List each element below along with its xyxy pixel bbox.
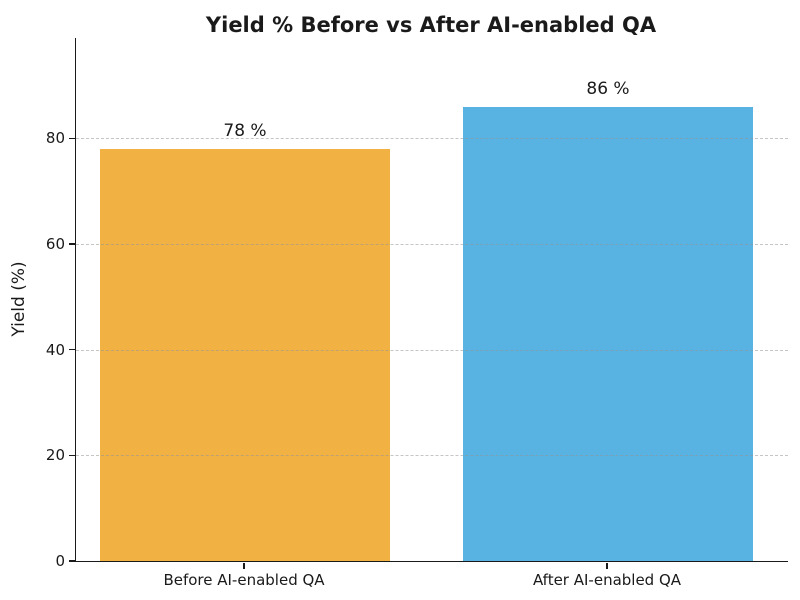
y-tick-mark-20: [69, 454, 75, 457]
y-tick-mark-80: [69, 137, 75, 140]
y-tick-label-80: 80: [45, 129, 65, 148]
bar-value-label-before-ai-enabled-qa: 78 %: [223, 120, 267, 141]
y-axis-label: Yield (%): [9, 261, 29, 337]
gridline-y-20: [76, 455, 788, 457]
y-tick-label-0: 0: [55, 552, 65, 570]
x-tick-label-after-ai-enabled-qa: After AI-enabled QA: [532, 571, 682, 589]
x-tick-mark-after-ai-enabled-qa: [606, 562, 608, 569]
y-tick-mark-60: [69, 243, 75, 245]
chart-title: Yield % Before vs After AI-enabled QA: [205, 13, 657, 37]
plot-area: 78 % 86 %: [75, 38, 788, 562]
bar-after-ai-enabled-qa: [463, 106, 753, 561]
y-tick-mark-0: [69, 560, 75, 562]
y-tick-label-20: 20: [45, 446, 65, 465]
x-tick-mark-before-ai-enabled-qa: [243, 562, 245, 569]
gridline-y-40: [76, 349, 788, 351]
y-tick-mark-40: [69, 348, 75, 351]
y-tick-label-60: 60: [45, 235, 65, 254]
gridline-y-80: [76, 138, 788, 140]
y-tick-label-40: 40: [45, 340, 65, 359]
x-tick-label-before-ai-enabled-qa: Before AI-enabled QA: [163, 571, 325, 589]
gridline-y-60: [76, 244, 788, 246]
bar-value-label-after-ai-enabled-qa: 86 %: [586, 78, 630, 99]
bar-before-ai-enabled-qa: [100, 148, 390, 561]
